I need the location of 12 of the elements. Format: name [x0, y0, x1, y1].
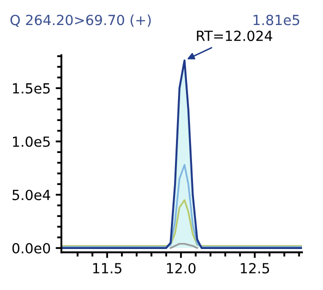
- text: 1.81e5: [254, 14, 300, 26]
- x-tick-label: 12.5: [240, 262, 270, 274]
- y-tick-label: 5.0e4: [12, 190, 50, 200]
- y-tick-label: 1.5e5: [13, 83, 50, 94]
- x-tick-label: 11.5: [93, 263, 122, 274]
- annotation: RT=12.024: [196, 30, 272, 42]
- chart-title: Q 264.20>69.70 (+): [10, 14, 151, 27]
- y-tick-label: 0.0e0: [12, 243, 50, 254]
- line-series: [61, 199, 302, 247]
- x-tick-label: 12.0: [167, 262, 196, 274]
- y-tick-label: 1.0e5: [13, 136, 50, 147]
- line-series: [61, 164, 302, 248]
